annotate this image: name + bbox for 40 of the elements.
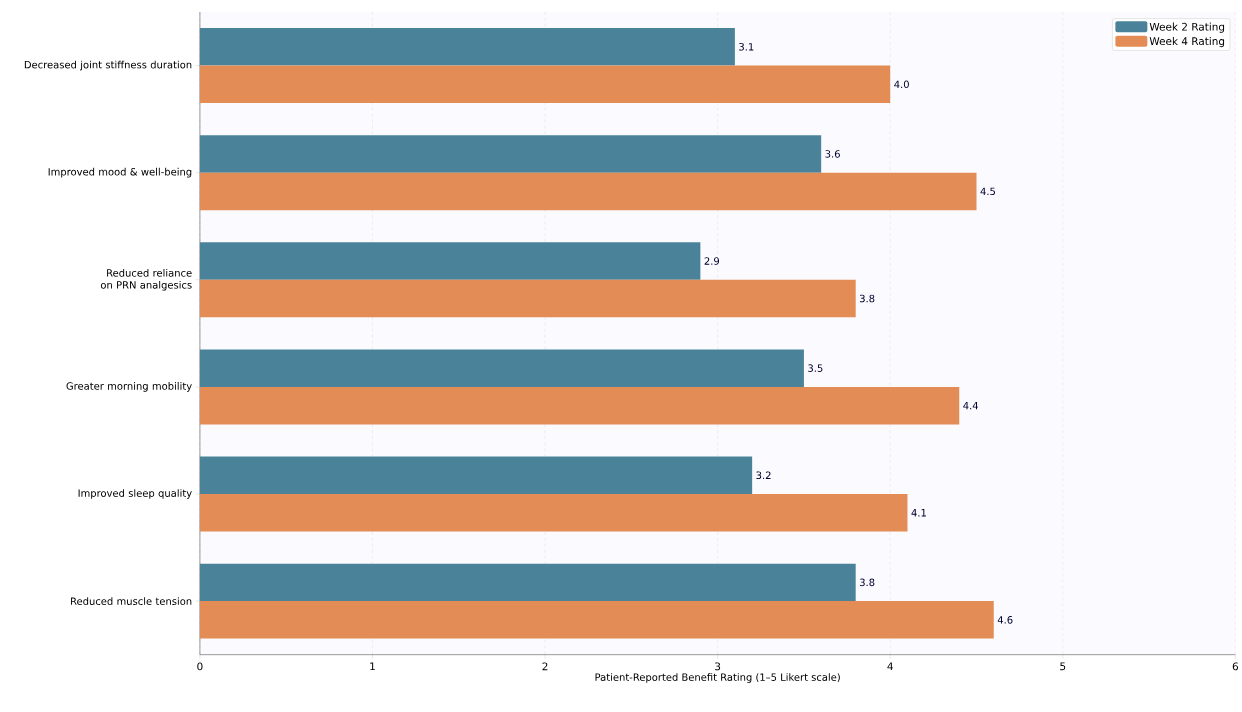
data-label: 3.8 [859,578,875,587]
x-tick-label: 3 [715,662,721,671]
data-label: 3.8 [859,294,875,303]
x-tick-label: 0 [197,662,203,671]
y-tick-label: Reduced reliance on PRN analgesics [100,269,192,291]
bar [199,28,735,66]
bar [199,601,994,639]
y-tick-label: Reduced muscle tension [71,597,192,606]
data-label: 3.2 [756,471,771,480]
data-label: 3.1 [739,43,754,51]
bar [199,65,891,104]
data-label: 2.9 [704,257,720,265]
bar [199,349,804,388]
bar [199,242,701,280]
legend-label: Week 4 Rating [1149,37,1225,48]
legend-label: Week 2 Rating [1149,22,1225,33]
x-tick-label: 4 [887,662,893,671]
data-label: 3.6 [825,150,840,158]
bar [199,387,960,425]
x-tick-label: 2 [542,662,548,671]
bar [199,456,753,495]
bar [199,279,856,318]
data-label: 3.5 [808,364,823,373]
y-tick-label: Greater morning mobility [66,382,192,392]
x-tick-label: 6 [1232,662,1239,671]
y-tick-label: Improved mood & well-being [48,168,192,178]
data-label: 4.1 [911,509,926,517]
x-axis-title: Patient-Reported Benefit Rating (1–5 Likert scale) [595,673,840,684]
bar [199,172,977,211]
bar [199,494,908,532]
data-label: 4.6 [997,616,1013,624]
y-tick-label: Decreased joint stiffness duration [24,60,192,71]
bar [199,563,856,602]
data-label: 4.5 [980,187,995,196]
bar [199,135,822,173]
y-tick-label: Improved sleep quality [78,489,192,499]
x-tick-label: 1 [370,662,375,671]
data-label: 4.0 [894,80,909,89]
x-tick-label: 5 [1060,662,1066,671]
data-label: 4.4 [963,402,979,410]
